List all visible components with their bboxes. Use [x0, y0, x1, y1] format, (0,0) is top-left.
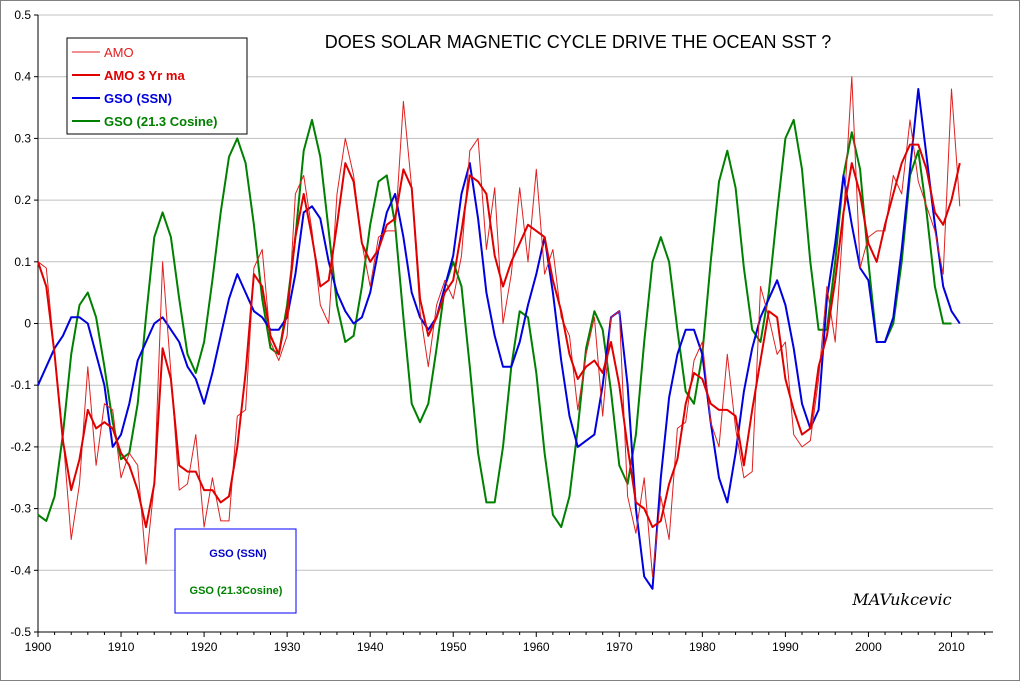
x-tick-label: 1970: [606, 640, 633, 654]
legend-label: GSO (SSN): [104, 91, 172, 106]
y-tick-label: 0.4: [14, 70, 31, 84]
x-tick-label: 1910: [108, 640, 135, 654]
note-box: GSO (SSN) GSO (21.3Cosine): [174, 528, 297, 614]
legend-label: AMO 3 Yr ma: [104, 68, 185, 83]
chart-title: DOES SOLAR MAGNETIC CYCLE DRIVE THE OCEA…: [325, 32, 831, 52]
y-tick-label: -0.5: [10, 625, 31, 639]
series-line-amo-3-yr-ma: [37, 143, 961, 529]
series-line-gso-ssn: [37, 88, 961, 590]
author-signature: MAVukcevic: [851, 590, 951, 609]
x-tick-label: 1940: [357, 640, 384, 654]
y-tick-label: 0.5: [14, 8, 31, 22]
y-tick-label: 0.3: [14, 131, 31, 145]
y-tick-label: 0.2: [14, 193, 31, 207]
x-tick-label: 1960: [523, 640, 550, 654]
x-tick-label: 2010: [938, 640, 965, 654]
legend: AMO AMO 3 Yr ma GSO (SSN) GSO (21.3 Cosine): [66, 37, 248, 135]
x-tick-label: 1900: [25, 640, 52, 654]
legend-label: GSO (21.3 Cosine): [104, 114, 217, 129]
x-tick-label: 1950: [440, 640, 467, 654]
series-line-gso-21-3-cosine: [37, 118, 952, 529]
legend-label: AMO: [104, 45, 134, 60]
series-line-amo: [37, 76, 961, 577]
x-tick-label: 1990: [772, 640, 799, 654]
tick-labels: 0.5 0.4 0.3 0.2 0.1 0 -0.1 -0.2 -0.3 -0.4 -0.51900…: [10, 8, 986, 654]
x-tick-label: 1980: [689, 640, 716, 654]
note-line-gso-ssn: GSO (SSN): [209, 548, 267, 560]
y-tick-label: 0: [24, 317, 31, 331]
y-tick-label: -0.2: [10, 440, 31, 454]
series-lines: [37, 76, 961, 590]
x-tick-label: 2000: [855, 640, 882, 654]
y-tick-label: 0.1: [14, 255, 31, 269]
y-tick-label: -0.1: [10, 378, 31, 392]
y-tick-label: -0.3: [10, 502, 31, 516]
legend-box: [66, 37, 248, 135]
x-tick-label: 1930: [274, 640, 301, 654]
note-line-gso-cosine: GSO (21.3Cosine): [190, 585, 283, 597]
y-tick-label: -0.4: [10, 563, 31, 577]
x-tick-label: 1920: [191, 640, 218, 654]
note-box-frame: [174, 528, 297, 614]
